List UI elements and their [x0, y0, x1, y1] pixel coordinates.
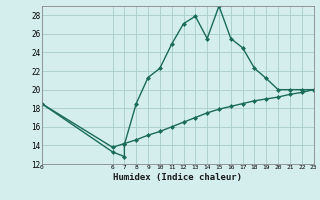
X-axis label: Humidex (Indice chaleur): Humidex (Indice chaleur) [113, 173, 242, 182]
